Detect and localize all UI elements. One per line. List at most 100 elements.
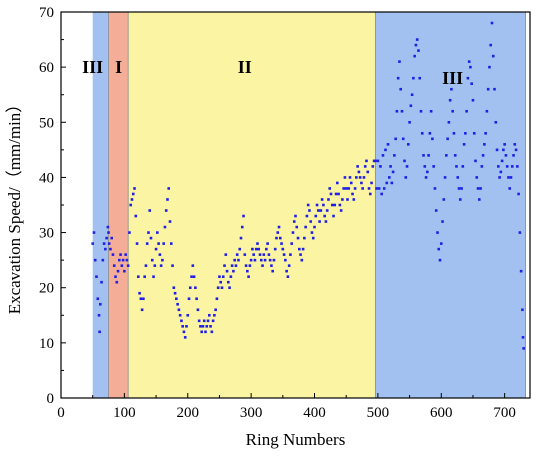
- data-point-300: [469, 65, 472, 69]
- data-point-97: [211, 319, 215, 323]
- data-point-213: [358, 176, 362, 179]
- y-axis: 0 10 20 30 40 50 60 70: [39, 5, 66, 407]
- data-point-175: [310, 231, 314, 234]
- data-point-302: [471, 98, 475, 102]
- data-point-145: [272, 258, 276, 262]
- y-tick-label-60: 60: [39, 60, 54, 76]
- data-point-28: [124, 253, 127, 256]
- data-point-143: [270, 264, 273, 267]
- x-tick-label-100: 100: [113, 405, 136, 421]
- zone-label-3: II: [238, 57, 252, 77]
- data-point-157: [287, 264, 291, 267]
- x-axis: 0 100 200 300 400 500 600 700: [57, 393, 516, 421]
- data-point-40: [139, 297, 143, 301]
- data-point-103: [219, 280, 223, 284]
- zone-1: [92, 12, 109, 398]
- data-point-343: [522, 347, 525, 350]
- data-point-41: [140, 308, 144, 312]
- data-point-201: [343, 176, 347, 179]
- data-point-173: [308, 209, 311, 212]
- data-point-197: [338, 203, 342, 207]
- data-point-133: [257, 247, 261, 251]
- data-point-285: [450, 87, 453, 91]
- data-point-50: [152, 275, 155, 278]
- data-point-208: [352, 198, 356, 201]
- data-point-179: [315, 203, 319, 207]
- data-point-291: [457, 187, 461, 190]
- data-point-94: [208, 313, 211, 317]
- data-point-152: [281, 247, 285, 251]
- data-point-118: [238, 247, 242, 251]
- data-point-305: [475, 176, 479, 179]
- data-point-331: [508, 187, 512, 190]
- data-point-298: [466, 76, 470, 80]
- data-point-45: [145, 242, 149, 245]
- data-point-259: [417, 49, 420, 52]
- data-point-240: [393, 154, 396, 157]
- data-point-273: [434, 209, 438, 212]
- zones-layer: [92, 12, 526, 398]
- data-point-122: [243, 253, 247, 256]
- data-point-321: [495, 148, 499, 152]
- data-point-177: [313, 225, 316, 229]
- zone-label-2: I: [115, 57, 122, 77]
- data-point-310: [481, 154, 485, 157]
- data-point-294: [461, 165, 465, 168]
- data-point-135: [259, 258, 263, 262]
- data-point-128: [251, 247, 254, 251]
- data-point-111: [229, 275, 233, 278]
- data-point-62: [167, 187, 171, 190]
- data-point-86: [197, 319, 201, 323]
- data-point-153: [282, 253, 286, 256]
- data-point-181: [318, 220, 321, 223]
- data-point-270: [431, 137, 434, 141]
- data-point-31: [128, 231, 131, 234]
- data-point-236: [388, 176, 391, 179]
- data-point-223: [371, 165, 375, 168]
- data-point-249: [404, 176, 408, 179]
- data-point-257: [414, 43, 418, 47]
- data-point-341: [521, 308, 524, 312]
- x-tick-label-700: 700: [493, 405, 516, 421]
- data-point-61: [166, 198, 169, 201]
- data-point-244: [398, 60, 401, 63]
- data-point-220: [367, 187, 371, 190]
- data-point-222: [370, 181, 373, 185]
- data-point-229: [379, 165, 382, 168]
- data-point-75: [183, 336, 187, 339]
- data-point-232: [382, 187, 386, 190]
- data-point-231: [381, 154, 385, 157]
- data-point-159: [290, 242, 293, 245]
- data-point-82: [192, 275, 196, 278]
- data-point-207: [351, 192, 354, 196]
- data-point-33: [130, 198, 134, 201]
- data-point-69: [176, 302, 179, 306]
- data-point-15: [107, 242, 111, 245]
- data-point-102: [218, 275, 221, 278]
- data-point-272: [433, 187, 437, 190]
- data-point-320: [494, 120, 498, 124]
- data-point-186: [324, 220, 328, 223]
- data-point-276: [438, 258, 442, 262]
- zone-4: [375, 12, 526, 398]
- data-point-127: [249, 258, 253, 262]
- data-point-137: [262, 253, 266, 256]
- data-point-37: [135, 242, 139, 245]
- data-point-301: [470, 82, 473, 85]
- data-point-123: [244, 264, 248, 267]
- data-point-14: [107, 231, 110, 234]
- data-point-199: [341, 198, 344, 201]
- zone-2: [108, 12, 129, 398]
- data-point-340: [519, 269, 523, 273]
- data-point-176: [311, 236, 315, 240]
- data-point-85: [196, 308, 200, 312]
- data-point-70: [177, 308, 181, 312]
- data-point-77: [186, 313, 190, 317]
- data-point-258: [415, 38, 419, 41]
- data-point-125: [247, 275, 250, 278]
- data-point-215: [361, 187, 364, 190]
- y-tick-label-30: 30: [39, 226, 54, 242]
- data-point-241: [394, 137, 397, 141]
- data-point-57: [161, 258, 164, 262]
- data-point-155: [285, 269, 288, 273]
